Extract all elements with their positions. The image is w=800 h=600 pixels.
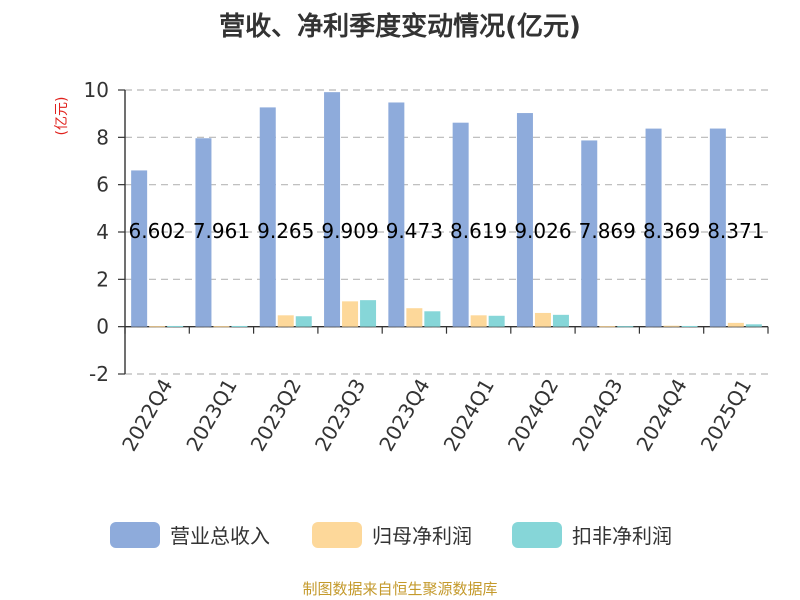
legend: 营业总收入 归母净利润 扣非净利润 [110,522,672,548]
bar [681,325,698,327]
x-tick-label: 2024Q2 [503,375,563,456]
bar [424,311,441,327]
bar [709,128,726,327]
bar [663,325,680,327]
bar [617,326,634,328]
data-label: 7.869 [579,219,636,243]
bar [149,326,166,328]
bar [488,315,505,327]
bar [745,324,762,327]
y-tick-label: 4 [96,220,109,244]
bar [295,316,312,327]
x-tick-label: 2023Q3 [310,375,370,456]
bar [259,107,276,327]
y-axis-unit: (亿元) [54,97,70,136]
data-label: 8.369 [643,219,700,243]
legend-swatch [512,522,562,548]
bars [131,92,762,328]
legend-swatch [312,522,362,548]
data-label: 8.371 [707,219,764,243]
bar [324,92,341,327]
bar [167,325,184,327]
bar [277,315,294,327]
bar [470,315,487,327]
legend-swatch [110,522,160,548]
data-label: 6.602 [129,219,186,243]
data-label: 9.026 [514,219,571,243]
x-tick-label: 2025Q1 [696,375,756,456]
x-tick-label: 2022Q4 [117,375,177,456]
x-tick-label: 2023Q2 [246,375,306,456]
y-tick-label: 2 [96,267,109,291]
bar [195,138,212,327]
bar [388,102,405,327]
data-label: 8.619 [450,219,507,243]
bar [213,326,230,328]
bar [727,322,744,327]
data-label: 9.473 [386,219,443,243]
y-tick-label: 10 [84,78,109,102]
y-tick-label: -2 [89,362,109,386]
bar [342,301,359,327]
chart-title: 营收、净利季度变动情况(亿元) [219,11,581,42]
bar [552,314,569,327]
legend-label: 营业总收入 [170,524,270,548]
bar [406,308,423,327]
bar [452,122,469,327]
x-tick-label: 2023Q1 [181,375,241,456]
bar [360,300,377,327]
legend-label: 归母净利润 [372,524,472,548]
y-tick-label: 6 [96,173,109,197]
bar [645,128,662,327]
source-note: 制图数据来自恒生聚源数据库 [302,580,497,598]
x-tick-label: 2023Q4 [374,375,434,456]
data-label: 9.909 [321,219,378,243]
x-tick-label: 2024Q3 [567,375,627,456]
data-labels: 6.602 7.961 9.265 9.909 9.473 8.619 9.026 7.869… [129,219,765,243]
data-label: 7.961 [193,219,250,243]
bar [599,326,616,328]
bar [231,325,248,327]
bar [516,113,533,327]
bar [534,312,551,327]
y-tick-label: 8 [96,125,109,149]
y-tick-label: 0 [96,315,109,339]
x-tick-label: 2024Q1 [439,375,499,456]
bar [581,140,598,327]
data-label: 9.265 [257,219,314,243]
bar [131,170,148,327]
legend-label: 扣非净利润 [572,524,672,548]
x-tick-label: 2024Q4 [631,375,691,456]
